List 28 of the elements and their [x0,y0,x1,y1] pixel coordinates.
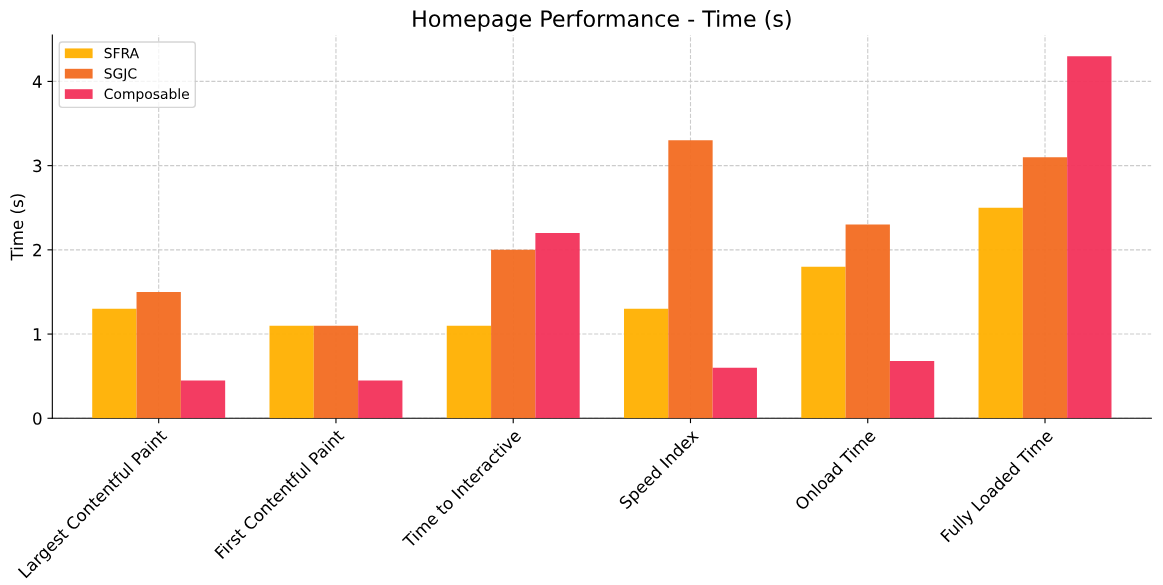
bar [491,249,536,419]
bar [136,291,181,419]
bar [889,361,935,419]
legend-label: SFRA [104,47,140,59]
bar [269,325,314,419]
bar [180,380,226,419]
legend-label: SGJC [104,68,137,82]
bar [801,266,846,419]
bar [92,308,137,419]
legend-label: Composable [104,88,189,102]
y-axis-title: Time (s) [10,194,26,261]
y-tick-label: 2 [33,243,41,257]
bar [446,325,492,419]
y-tick-label: 3 [33,159,42,173]
bar [313,325,359,419]
bar [845,224,890,419]
y-tick-label: 4 [32,75,42,88]
bar [358,380,403,419]
bar [978,207,1023,419]
bar [535,233,580,419]
chart-title: Homepage Performance - Time (s) [413,9,791,32]
bar [1022,157,1068,419]
bar [1067,56,1112,419]
y-tick-label: 1 [33,328,42,341]
bar [712,367,757,419]
bar [668,140,713,419]
bar [624,308,669,419]
y-tick-label: 0 [33,412,42,425]
